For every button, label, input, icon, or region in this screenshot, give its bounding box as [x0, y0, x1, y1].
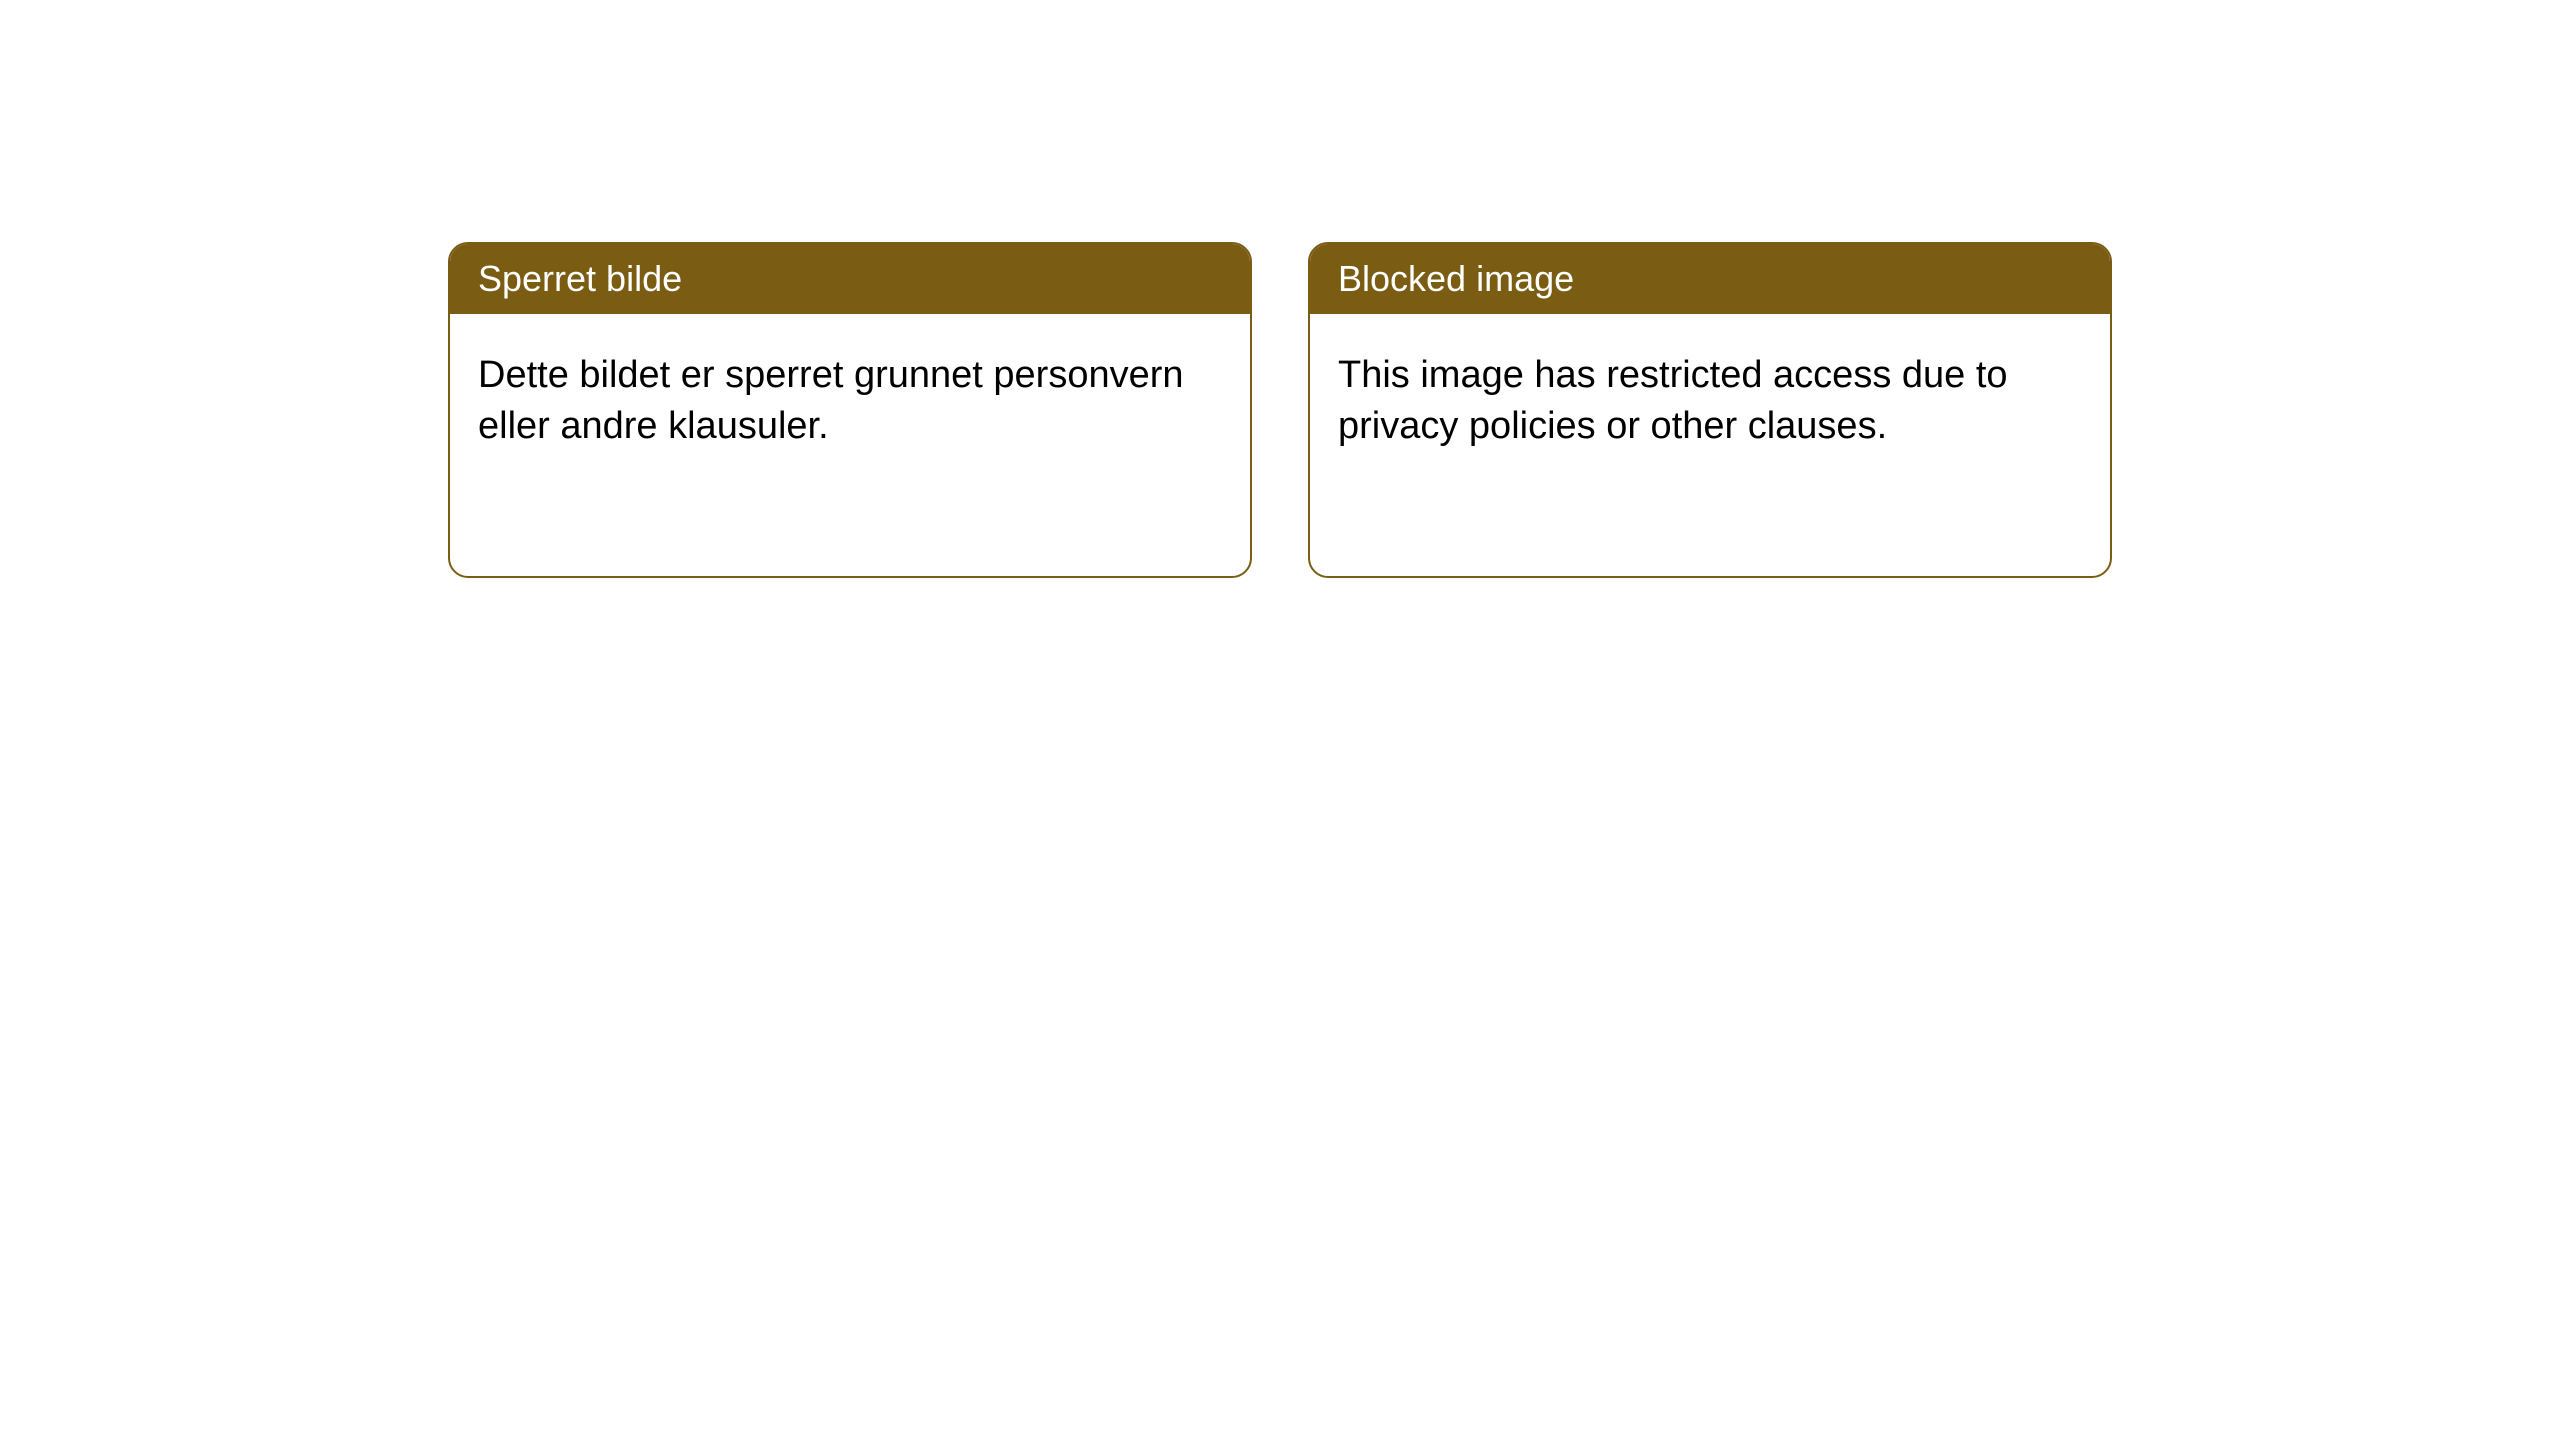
- notice-body-english: This image has restricted access due to …: [1310, 314, 2110, 489]
- notice-container: Sperret bilde Dette bildet er sperret gr…: [448, 242, 2112, 578]
- notice-title-english: Blocked image: [1310, 244, 2110, 314]
- notice-body-norwegian: Dette bildet er sperret grunnet personve…: [450, 314, 1250, 489]
- notice-title-norwegian: Sperret bilde: [450, 244, 1250, 314]
- notice-card-english: Blocked image This image has restricted …: [1308, 242, 2112, 578]
- notice-card-norwegian: Sperret bilde Dette bildet er sperret gr…: [448, 242, 1252, 578]
